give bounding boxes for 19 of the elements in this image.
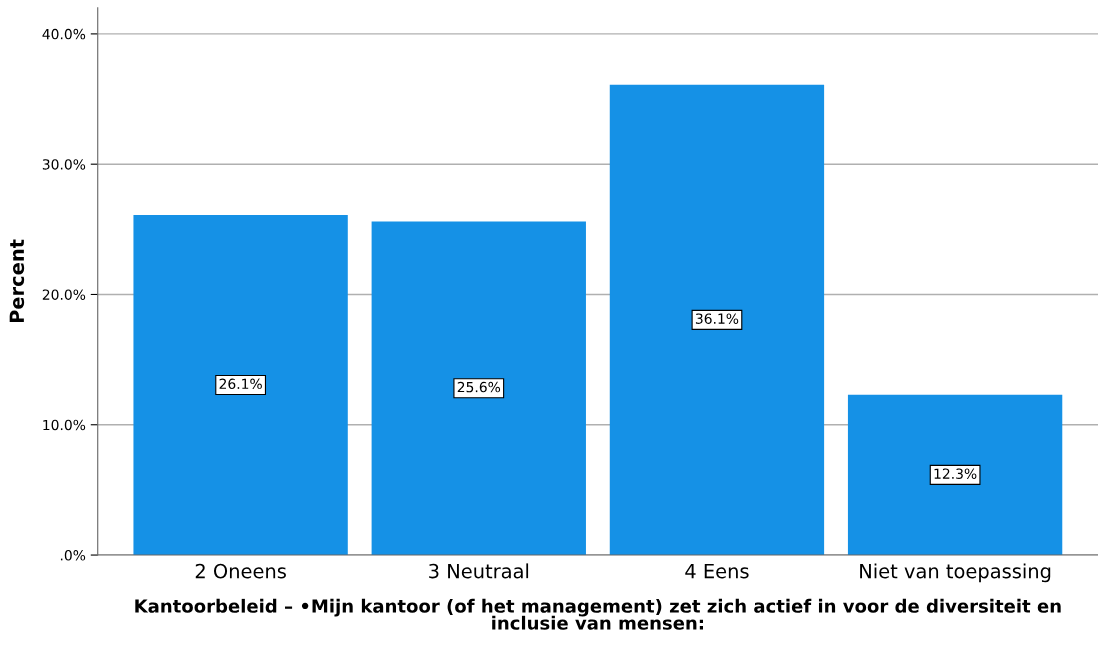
bar [847,394,1063,556]
x-tick-label: 2 Oneens [195,563,286,579]
x-tick-label: 4 Eens [685,563,749,579]
x-axis-title: Kantoorbeleid – •Mijn kantoor (of het management) zet zich actief in voor de diversiteit en inclusie van mensen: [135,598,1061,630]
data-label: 25.6% [457,381,501,393]
data-label: 36.1% [695,313,739,324]
data-label: 12.3% [934,468,977,479]
bar [133,215,348,556]
y-tick-label: .0% [60,550,86,561]
x-tick-label: 3 Neutraal [429,563,529,579]
y-axis-title: Percent [9,239,25,323]
x-tick-label: Niet van toepassing [860,563,1051,583]
y-tick-label: 40.0% [42,28,86,40]
y-tick-label: 20.0% [42,289,86,300]
y-tick-label: 10.0% [43,419,86,431]
bar [609,84,825,556]
data-label: 26.1% [219,378,262,390]
y-tick-label: 30.0% [42,159,86,170]
bar [371,221,586,556]
